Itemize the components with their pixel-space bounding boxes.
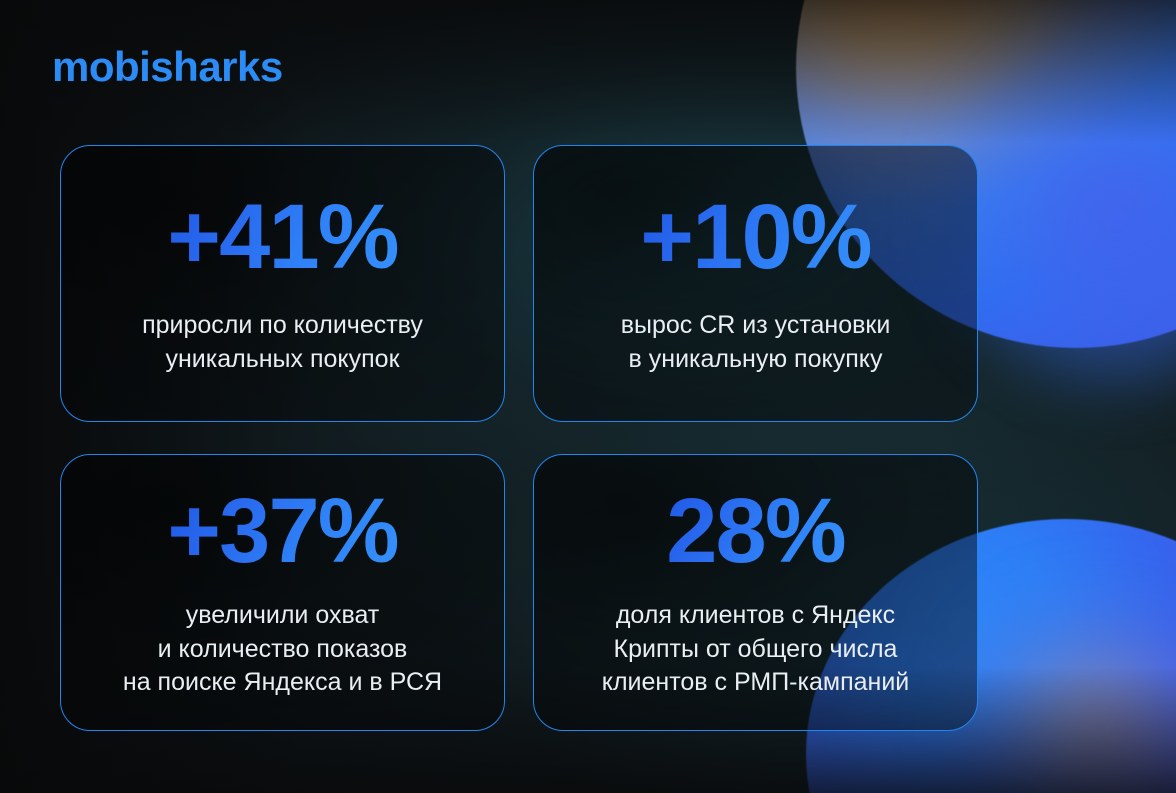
card-content: 28% доля клиентов с Яндекс Крипты от общ… [534, 485, 977, 700]
stat-caption: доля клиентов с Яндекс Крипты от общего … [601, 601, 910, 697]
mobisharks-logo: mobisharks [52, 43, 283, 90]
stat-card-reach-and-impressions: +37% увеличили охват и количество показо… [60, 454, 505, 731]
card-content: +10% вырос CR из установки в уникальную … [534, 191, 977, 376]
stat-caption: вырос CR из установки в уникальную покуп… [620, 311, 891, 373]
stat-caption: увеличили охват и количество показов на … [122, 601, 443, 697]
stat-card-unique-purchases: +41% приросли по количеству уникальных п… [60, 145, 505, 422]
stat-card-yandex-crypta-share: 28% доля клиентов с Яндекс Крипты от общ… [533, 454, 978, 731]
stat-caption: приросли по количеству уникальных покупо… [142, 311, 423, 373]
stats-card-grid: +41% приросли по количеству уникальных п… [60, 145, 978, 731]
stat-value: +37% [167, 480, 399, 583]
card-content: +41% приросли по количеству уникальных п… [61, 191, 504, 376]
stat-card-cr-install-to-purchase: +10% вырос CR из установки в уникальную … [533, 145, 978, 422]
stat-value: +10% [640, 186, 872, 288]
stat-value: +41% [167, 186, 399, 288]
stat-value: 28% [666, 480, 846, 583]
card-content: +37% увеличили охват и количество показо… [61, 485, 504, 700]
